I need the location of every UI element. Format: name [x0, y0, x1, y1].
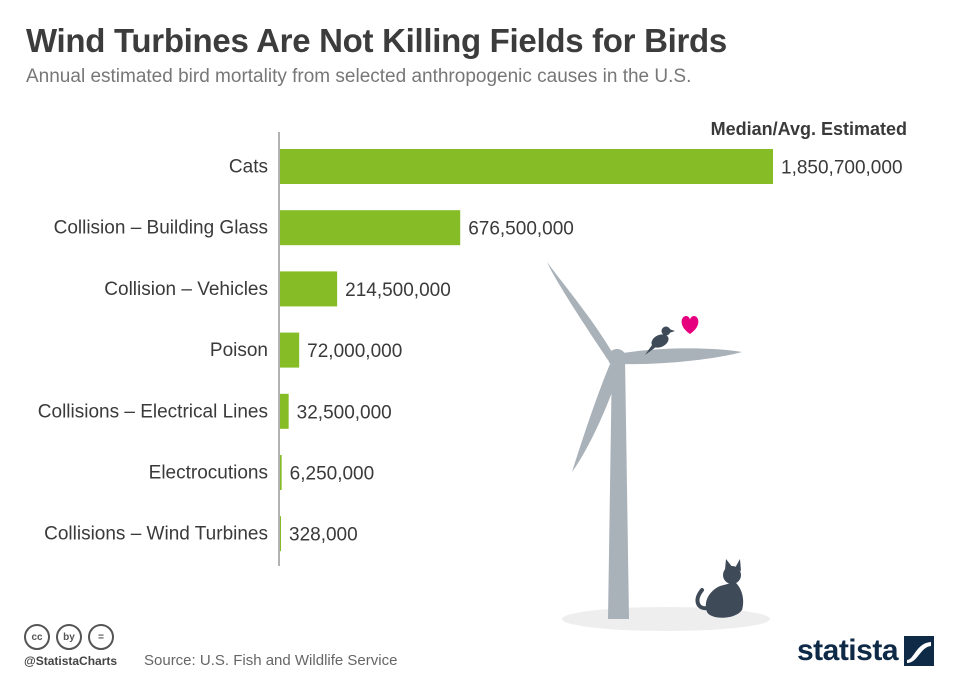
value-label: 1,850,700,000 — [781, 158, 903, 179]
category-label: Poison — [210, 340, 268, 361]
value-label: 328,000 — [289, 525, 358, 546]
wind-turbine-icon — [547, 262, 770, 631]
category-label: Collision – Vehicles — [104, 279, 268, 300]
bar-5 — [280, 455, 282, 490]
bar-4 — [280, 393, 289, 429]
bar-1 — [280, 210, 461, 246]
category-label: Collision – Building Glass — [54, 218, 268, 239]
value-label: 72,000,000 — [307, 341, 402, 362]
bar-6 — [280, 516, 281, 552]
chart-subtitle: Annual estimated bird mortality from sel… — [26, 66, 692, 87]
value-label: 32,500,000 — [297, 402, 392, 423]
bar-0 — [280, 149, 773, 184]
value-label: 6,250,000 — [290, 464, 375, 485]
bar-3 — [280, 332, 300, 368]
cat-icon — [695, 559, 744, 618]
column-header: Median/Avg. Estimated — [710, 119, 907, 139]
category-label: Electrocutions — [149, 463, 268, 484]
cc-icon: cc — [24, 624, 50, 650]
bird-icon — [645, 326, 675, 355]
value-label: 214,500,000 — [345, 280, 451, 301]
category-label: Collisions – Electrical Lines — [38, 401, 268, 422]
statista-logo-icon — [904, 636, 934, 666]
brand-name: statista — [796, 634, 899, 667]
attribution-icon: by — [56, 624, 82, 650]
license-icons: cc by = — [24, 624, 114, 650]
source-note: Source: U.S. Fish and Wildlife Service — [144, 652, 398, 669]
category-label: Collisions – Wind Turbines — [44, 524, 268, 545]
no-derivatives-icon: = — [88, 624, 114, 650]
chart-title: Wind Turbines Are Not Killing Fields for… — [26, 22, 727, 59]
bar-2 — [280, 271, 338, 307]
category-label: Cats — [229, 157, 268, 178]
statista-brand: statista — [797, 634, 934, 668]
heart-icon — [681, 316, 699, 334]
twitter-handle: @StatistaCharts — [24, 654, 118, 668]
value-label: 676,500,000 — [468, 219, 574, 240]
